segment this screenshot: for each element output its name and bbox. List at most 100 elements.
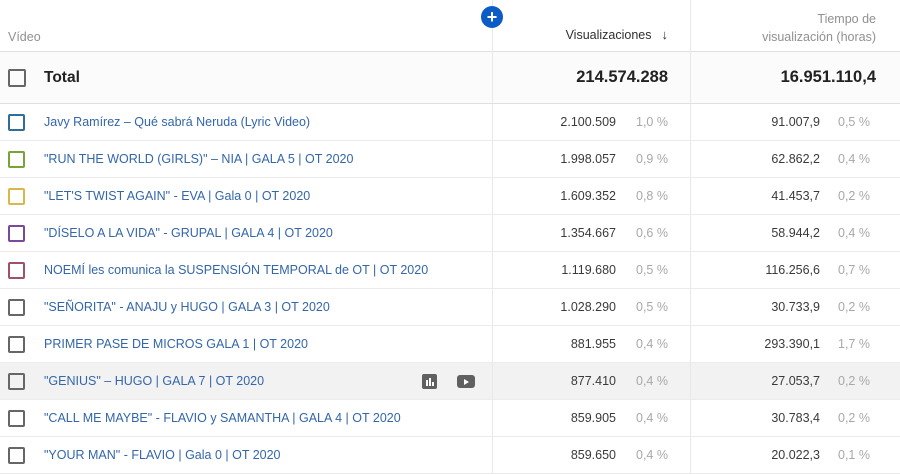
table-row[interactable]: "LET'S TWIST AGAIN" - EVA | Gala 0 | OT …: [0, 178, 900, 215]
video-title-link[interactable]: "YOUR MAN" - FLAVIO | Gala 0 | OT 2020: [44, 448, 281, 462]
views-percent: 0,5 %: [636, 300, 668, 314]
total-views-value: 214.574.288: [576, 68, 668, 86]
total-watch-time-value: 16.951.110,4: [780, 68, 876, 86]
views-value: 859.905: [570, 411, 616, 425]
watch-time-percent: 0,2 %: [838, 189, 870, 203]
views-percent: 1,0 %: [636, 115, 668, 129]
watch-time-cell: 116.256,6 0,7 %: [690, 252, 900, 288]
views-value: 881.955: [570, 337, 616, 351]
views-value: 859.650: [570, 448, 616, 462]
video-title-link[interactable]: "CALL ME MAYBE" - FLAVIO y SAMANTHA | GA…: [44, 411, 401, 425]
views-percent: 0,9 %: [636, 152, 668, 166]
watch-time-cell: 27.053,7 0,2 %: [690, 363, 900, 399]
video-title-link[interactable]: NOEMÍ les comunica la SUSPENSIÓN TEMPORA…: [44, 263, 429, 277]
watch-time-percent: 0,2 %: [838, 300, 870, 314]
row-hover-actions: [422, 374, 475, 389]
table-row[interactable]: NOEMÍ les comunica la SUSPENSIÓN TEMPORA…: [0, 252, 900, 289]
table-row[interactable]: PRIMER PASE DE MICROS GALA 1 | OT 2020 8…: [0, 326, 900, 363]
table-row[interactable]: "CALL ME MAYBE" - FLAVIO y SAMANTHA | GA…: [0, 400, 900, 437]
watch-time-value: 27.053,7: [771, 374, 820, 388]
total-label: Total: [44, 69, 80, 86]
views-cell: 859.650 0,4 %: [492, 437, 690, 473]
watch-time-value: 20.022,3: [771, 448, 820, 462]
total-watch-time-cell: 16.951.110,4: [690, 52, 900, 103]
analytics-icon[interactable]: [422, 374, 437, 389]
add-column-button[interactable]: +: [481, 6, 503, 28]
total-checkbox[interactable]: [8, 69, 26, 87]
watch-time-percent: 0,4 %: [838, 152, 870, 166]
watch-time-percent: 0,7 %: [838, 263, 870, 277]
watch-time-value: 116.256,6: [765, 263, 820, 277]
table-header: Vídeo + Visualizaciones ↓ Tiempo de visu…: [0, 0, 900, 52]
row-checkbox[interactable]: [8, 336, 25, 353]
watch-time-percent: 0,2 %: [838, 411, 870, 425]
table-row[interactable]: "RUN THE WORLD (GIRLS)" – NIA | GALA 5 |…: [0, 141, 900, 178]
video-title-link[interactable]: "LET'S TWIST AGAIN" - EVA | Gala 0 | OT …: [44, 189, 311, 203]
watch-time-cell: 30.783,4 0,2 %: [690, 400, 900, 436]
watch-time-cell: 41.453,7 0,2 %: [690, 178, 900, 214]
total-views-cell: 214.574.288: [492, 52, 690, 103]
views-value: 877.410: [570, 374, 616, 388]
views-cell: 1.609.352 0,8 %: [492, 178, 690, 214]
views-value: 1.998.057: [560, 152, 616, 166]
table-row[interactable]: Javy Ramírez – Qué sabrá Neruda (Lyric V…: [0, 104, 900, 141]
row-checkbox[interactable]: [8, 262, 25, 279]
watch-time-percent: 0,4 %: [838, 226, 870, 240]
watch-time-value: 293.390,1: [764, 337, 820, 351]
views-percent: 0,4 %: [636, 448, 668, 462]
video-title-link[interactable]: "DÍSELO A LA VIDA" - GRUPAL | GALA 4 | O…: [44, 226, 333, 240]
views-value: 1.609.352: [560, 189, 616, 203]
table-row[interactable]: "YOUR MAN" - FLAVIO | Gala 0 | OT 2020 8…: [0, 437, 900, 474]
views-cell: 1.998.057 0,9 %: [492, 141, 690, 177]
row-checkbox[interactable]: [8, 188, 25, 205]
video-title-link[interactable]: "SEÑORITA" - ANAJU y HUGO | GALA 3 | OT …: [44, 300, 330, 314]
table-row[interactable]: "SEÑORITA" - ANAJU y HUGO | GALA 3 | OT …: [0, 289, 900, 326]
column-header-views[interactable]: Visualizaciones ↓: [492, 0, 690, 52]
watch-time-cell: 62.862,2 0,4 %: [690, 141, 900, 177]
watch-time-percent: 0,1 %: [838, 448, 870, 462]
views-cell: 881.955 0,4 %: [492, 326, 690, 362]
views-percent: 0,4 %: [636, 337, 668, 351]
views-value: 1.028.290: [560, 300, 616, 314]
video-title-link[interactable]: "GENIUS" – HUGO | GALA 7 | OT 2020: [44, 374, 265, 388]
views-value: 1.119.680: [561, 263, 616, 277]
row-checkbox[interactable]: [8, 373, 25, 390]
watch-time-cell: 58.944,2 0,4 %: [690, 215, 900, 251]
views-percent: 0,4 %: [636, 374, 668, 388]
views-value: 2.100.509: [560, 115, 616, 129]
row-checkbox[interactable]: [8, 114, 25, 131]
watch-time-value: 58.944,2: [771, 226, 820, 240]
row-checkbox[interactable]: [8, 299, 25, 316]
watch-time-percent: 1,7 %: [838, 337, 870, 351]
watch-time-percent: 0,2 %: [838, 374, 870, 388]
row-checkbox[interactable]: [8, 225, 25, 242]
table-row[interactable]: "GENIUS" – HUGO | GALA 7 | OT 2020 877.4…: [0, 363, 900, 400]
watch-time-header-line1: Tiempo de: [817, 12, 876, 26]
views-cell: 859.905 0,4 %: [492, 400, 690, 436]
column-header-video: Vídeo: [8, 30, 41, 44]
watch-time-value: 62.862,2: [771, 152, 820, 166]
total-row: Total 214.574.288 16.951.110,4: [0, 52, 900, 104]
watch-time-value: 41.453,7: [771, 189, 820, 203]
views-percent: 0,4 %: [636, 411, 668, 425]
video-title-link[interactable]: Javy Ramírez – Qué sabrá Neruda (Lyric V…: [44, 115, 311, 129]
row-checkbox[interactable]: [8, 447, 25, 464]
row-checkbox[interactable]: [8, 151, 25, 168]
table-row[interactable]: "DÍSELO A LA VIDA" - GRUPAL | GALA 4 | O…: [0, 215, 900, 252]
video-title-link[interactable]: "RUN THE WORLD (GIRLS)" – NIA | GALA 5 |…: [44, 152, 354, 166]
watch-time-cell: 30.733,9 0,2 %: [690, 289, 900, 325]
youtube-icon[interactable]: [457, 375, 475, 388]
video-title-link[interactable]: PRIMER PASE DE MICROS GALA 1 | OT 2020: [44, 337, 308, 351]
views-cell: 1.119.680 0,5 %: [492, 252, 690, 288]
arrow-down-icon: ↓: [661, 27, 669, 42]
views-value: 1.354.667: [560, 226, 616, 240]
row-checkbox[interactable]: [8, 410, 25, 427]
views-header-label: Visualizaciones: [565, 28, 652, 42]
watch-time-percent: 0,5 %: [838, 115, 870, 129]
watch-time-cell: 20.022,3 0,1 %: [690, 437, 900, 473]
watch-time-value: 91.007,9: [771, 115, 820, 129]
column-header-watch-time[interactable]: Tiempo de visualización (horas): [690, 0, 900, 52]
views-percent: 0,5 %: [636, 263, 668, 277]
watch-time-value: 30.783,4: [771, 411, 820, 425]
